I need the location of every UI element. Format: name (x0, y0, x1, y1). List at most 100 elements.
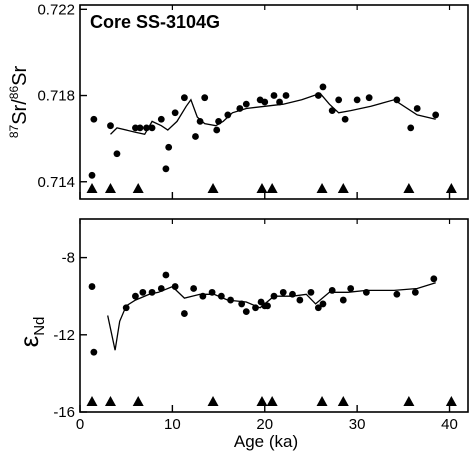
data-point (148, 288, 156, 296)
x-tick-label: 40 (441, 416, 458, 433)
x-tick-label: 10 (164, 416, 181, 433)
data-point (122, 304, 130, 312)
age-control-triangle (132, 396, 144, 406)
y-label-sr-slash: Sr/ (9, 99, 31, 125)
age-control-triangle (256, 183, 268, 193)
data-point (227, 296, 234, 304)
data-point (107, 122, 114, 130)
trend-line (110, 92, 436, 136)
data-point (238, 300, 246, 308)
y-axis-label-bottom: εNd (14, 317, 48, 348)
marks-top (79, 5, 457, 199)
y-ticks-top: 0.714 0.718 0.722 (37, 1, 87, 191)
data-point (264, 302, 271, 310)
age-control-triangle (445, 183, 457, 193)
age-control-triangle (256, 396, 268, 406)
data-point (319, 83, 327, 91)
age-control-triangle (337, 396, 349, 406)
marks-bottom (79, 219, 457, 412)
panel-top: Core SS-3104G 0.714 0.718 0.722 87Sr/86Sr (7, 1, 469, 200)
y-label-sup-86: 86 (7, 86, 21, 100)
age-control-triangle (86, 183, 98, 193)
data-point (339, 296, 347, 304)
data-point (132, 292, 139, 300)
data-point (88, 171, 96, 179)
age-control-triangle (445, 396, 457, 406)
data-point (213, 126, 221, 134)
data-point (90, 348, 98, 356)
trend-line (107, 282, 436, 351)
y-label-sr: Sr (9, 66, 31, 86)
data-point (171, 283, 179, 290)
data-point (90, 115, 98, 123)
data-point (276, 98, 283, 106)
data-point (407, 124, 415, 132)
y-tick-label: -12 (53, 327, 75, 344)
y-tick-label: 0.714 (37, 174, 75, 191)
data-point (393, 290, 401, 298)
y-ticks-bottom: -8 -12 -16 (53, 250, 87, 421)
data-point (261, 98, 269, 106)
data-point (279, 288, 287, 296)
panel-bottom: -8 -12 -16 0 10 20 30 40 εNd Age (ka) (14, 218, 469, 451)
age-control-triangle (337, 183, 349, 193)
data-point (341, 115, 349, 123)
y-label-sup-87: 87 (7, 124, 21, 138)
y-tick-label: -16 (53, 404, 75, 421)
data-point (236, 105, 244, 112)
age-control-triangle (316, 183, 328, 193)
data-point (162, 165, 170, 173)
data-point (190, 285, 198, 292)
data-point (430, 275, 438, 283)
data-point (289, 290, 296, 298)
data-point (328, 107, 336, 115)
x-axis-label: Age (ka) (234, 432, 298, 451)
x-tick-label: 20 (256, 416, 273, 433)
data-point (217, 292, 225, 300)
data-point (162, 271, 170, 279)
age-control-triangle (104, 183, 116, 193)
data-point (88, 283, 96, 290)
plot-frame-top (79, 4, 469, 200)
data-point (252, 304, 259, 312)
data-point (148, 124, 156, 132)
data-point (347, 285, 355, 292)
data-point (282, 92, 290, 99)
y-label-epsilon: ε (14, 335, 44, 347)
x-ticks-bottom: 0 10 20 30 40 (76, 416, 458, 433)
data-point (307, 288, 315, 296)
data-point (180, 94, 188, 102)
data-point (157, 285, 165, 292)
y-axis-label-top: 87Sr/86Sr (7, 66, 31, 139)
age-control-triangle (316, 396, 328, 406)
data-point (201, 94, 209, 102)
age-control-triangle (104, 396, 116, 406)
y-tick-label: 0.722 (37, 1, 75, 18)
data-point (362, 288, 370, 296)
data-point (270, 92, 278, 99)
y-label-sub-nd: Nd (31, 317, 48, 336)
data-point (113, 150, 121, 158)
age-control-triangle (266, 183, 278, 193)
data-point (242, 308, 250, 316)
age-control-triangle (86, 396, 98, 406)
data-point (136, 124, 144, 132)
y-tick-label: -8 (62, 250, 75, 267)
y-tick-label: 0.718 (37, 88, 75, 105)
data-point (192, 133, 199, 140)
data-point (314, 92, 322, 99)
age-control-triangle (207, 396, 219, 406)
data-point (432, 111, 440, 119)
data-point (143, 124, 150, 132)
data-point (365, 94, 373, 102)
data-point (139, 288, 147, 296)
age-control-triangle (403, 183, 415, 193)
data-point (270, 292, 278, 300)
data-point (199, 292, 207, 300)
age-control-triangle (207, 183, 219, 193)
data-point (393, 96, 401, 104)
data-point (296, 296, 304, 304)
data-point (215, 118, 222, 125)
data-point (165, 143, 173, 151)
